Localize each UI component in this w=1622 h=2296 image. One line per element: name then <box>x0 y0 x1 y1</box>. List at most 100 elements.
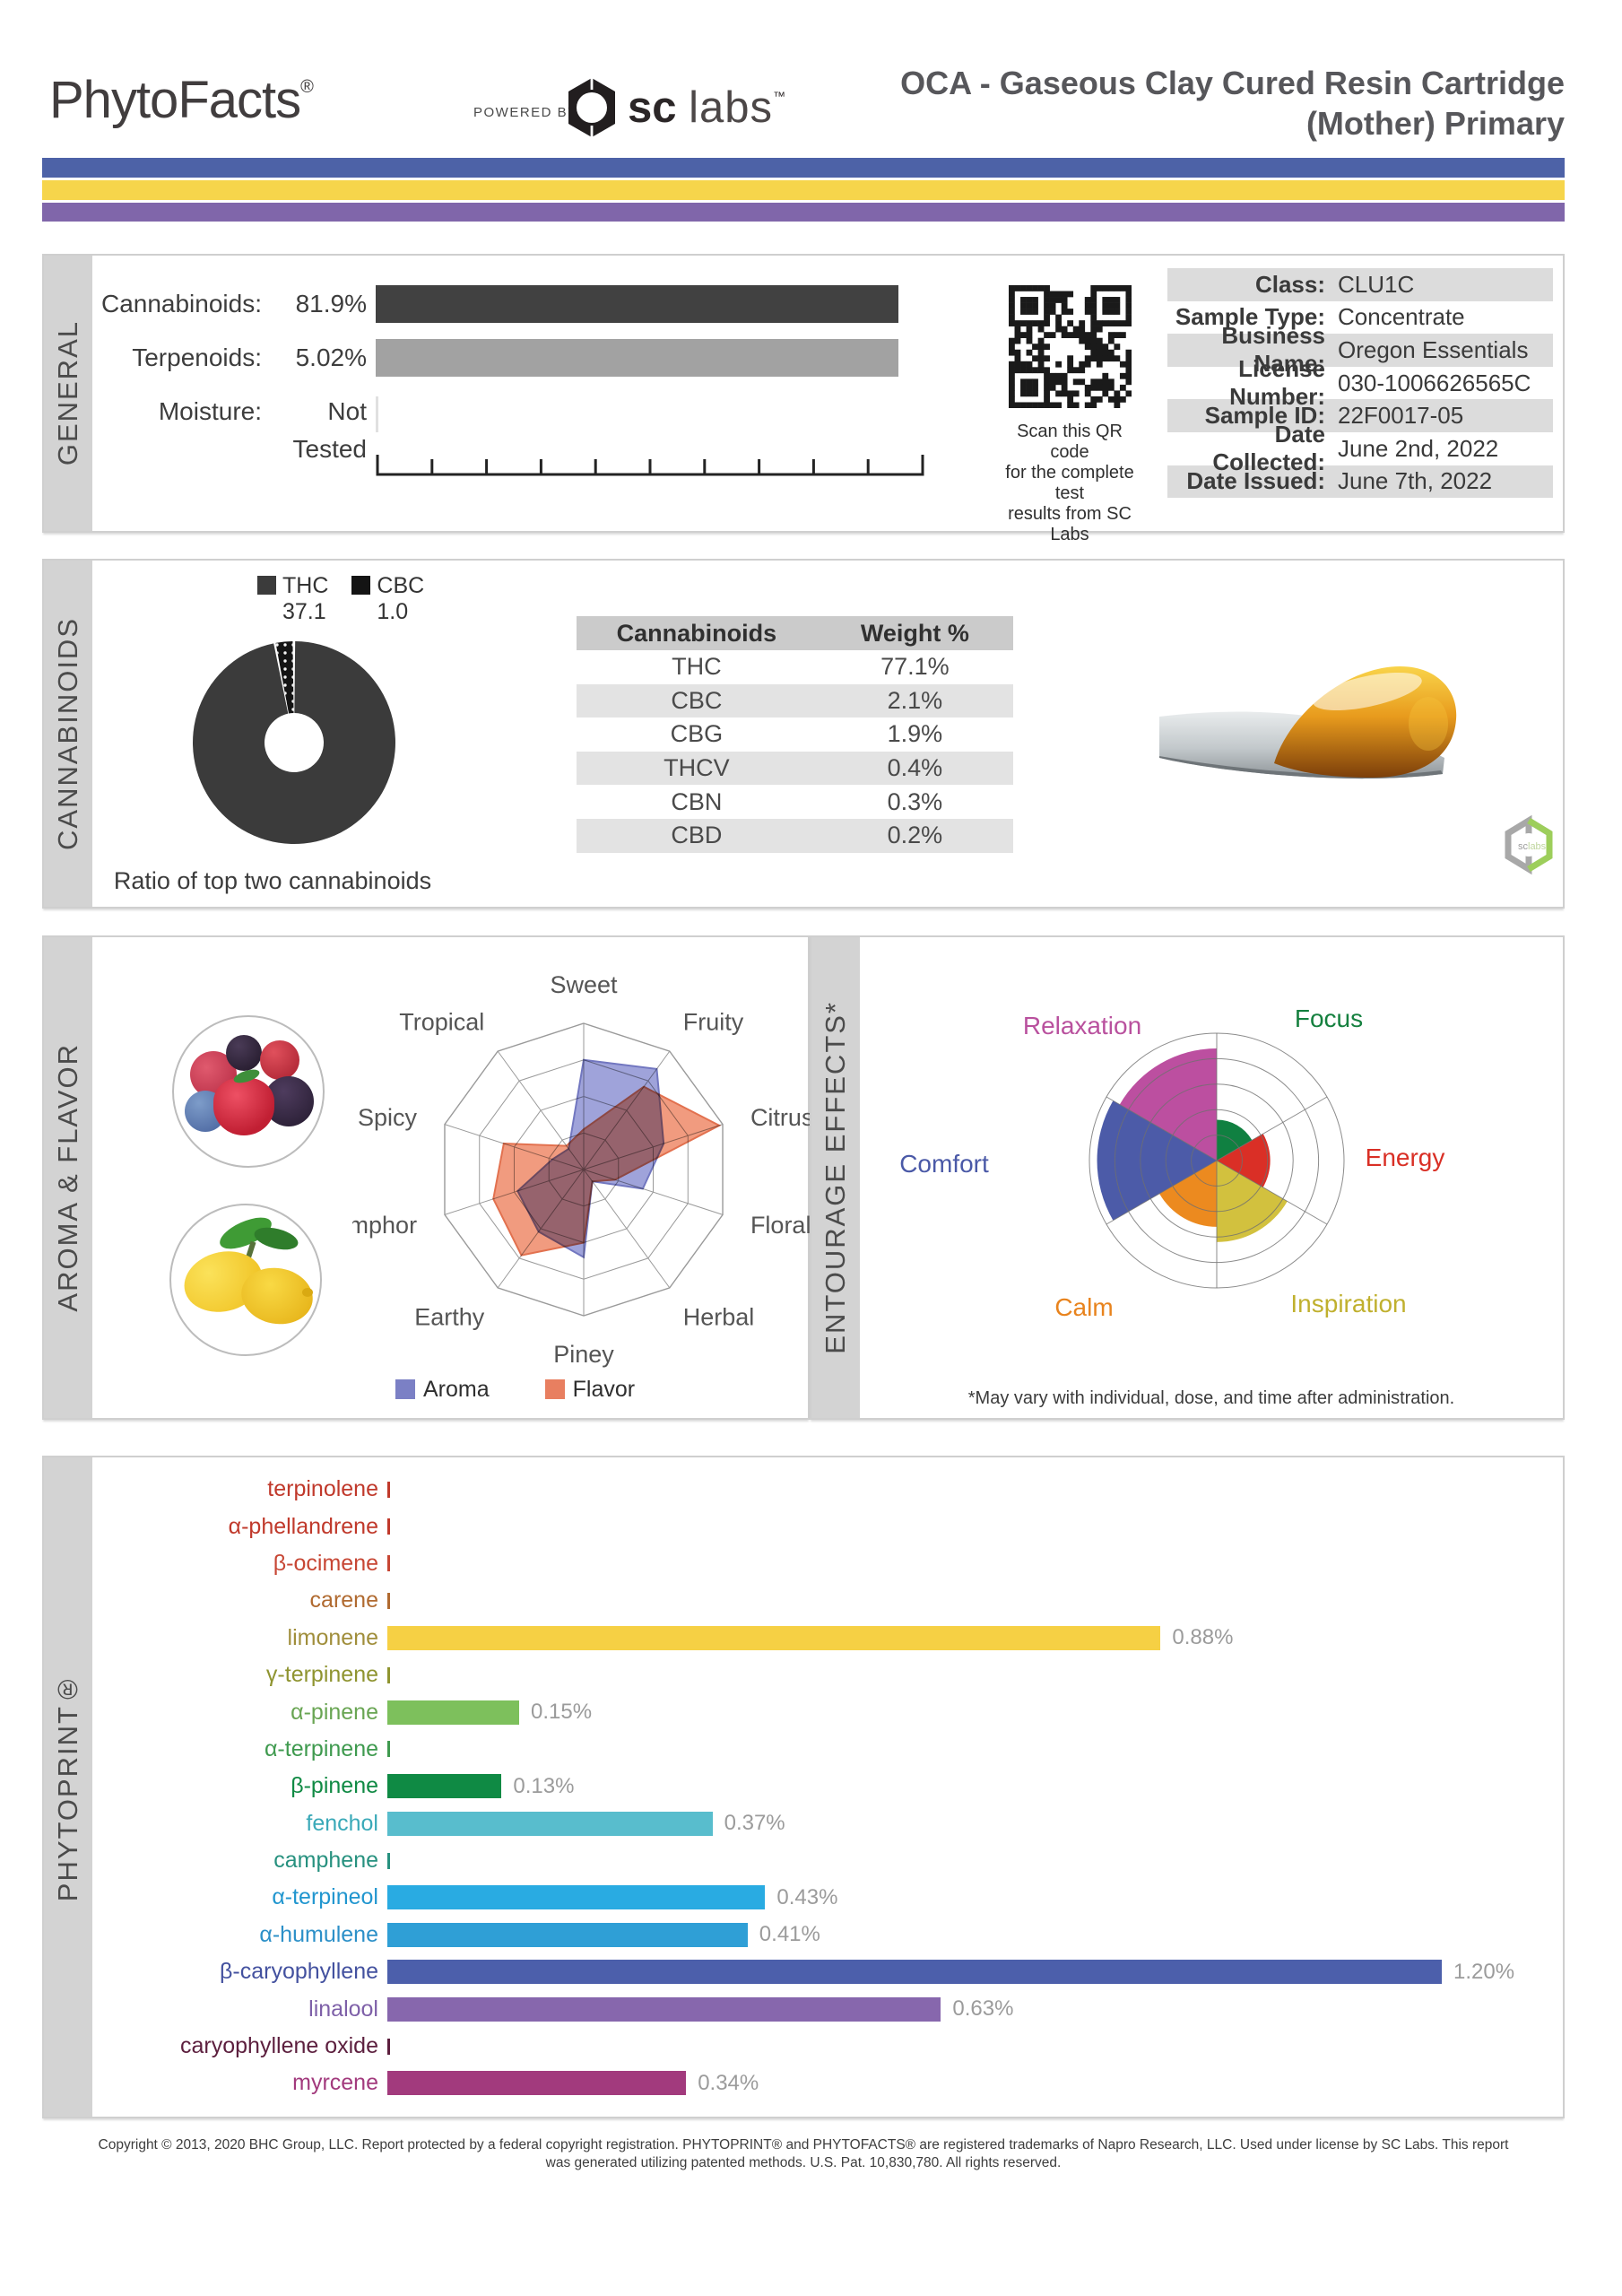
resin-drop <box>1274 666 1457 778</box>
berries-image <box>172 1015 325 1168</box>
entourage-sector-calm <box>1159 1161 1217 1227</box>
general-stat-row: Terpenoids: 5.02% <box>92 339 944 377</box>
terpene-zero-tick <box>387 1518 390 1535</box>
info-value: CLU1C <box>1338 270 1415 298</box>
radar-axis-label: Herbal <box>683 1304 755 1331</box>
lemon-leaf-2 <box>252 1223 300 1254</box>
entourage-label-focus: Focus <box>1295 1004 1363 1032</box>
qr-caption: Scan this QR code for the complete test re… <box>1005 422 1134 544</box>
info-row: Business Name: Oregon Essentials <box>1167 322 1553 377</box>
registered-mark: ® <box>300 77 314 97</box>
svg-text:sc: sc <box>1518 841 1529 852</box>
report-title-line1: OCA - Gaseous Clay Cured Resin Cartridge <box>900 65 1565 101</box>
cannabinoid-name: CBG <box>670 720 724 748</box>
terpene-name: β-pinene <box>291 1773 378 1799</box>
terpene-row: terpinolene <box>92 1471 1563 1508</box>
info-row: Sample ID: 22F0017-05 <box>1167 399 1553 432</box>
terpene-percentage: 1.20% <box>1453 1959 1515 1984</box>
terpene-percentage: 0.37% <box>724 1811 785 1836</box>
strawberry <box>213 1078 274 1135</box>
moisture-zero-baseline <box>376 396 378 432</box>
section-cannabinoids: CANNABINOIDS THC 37.1 CBC 1.0 Ratio of top … <box>42 559 1565 909</box>
radar-legend-item: Flavor <box>544 1377 635 1403</box>
info-label: Date Issued: <box>1186 467 1325 495</box>
radar-axis-label: Earthy <box>414 1304 485 1331</box>
info-value: Oregon Essentials <box>1338 335 1529 363</box>
radar-axis-label: Piney <box>553 1341 614 1368</box>
terpene-bar <box>387 1700 519 1725</box>
cannabinoid-row: CBD 0.2% <box>577 818 1013 853</box>
header-accent-bar-blue <box>42 158 1565 178</box>
terpene-bar <box>387 1996 941 2022</box>
legend-label: Aroma <box>423 1377 490 1402</box>
cannabinoid-row: THCV 0.4% <box>577 751 1013 786</box>
donut-legend-item: THC 37.1 <box>257 573 328 625</box>
info-value: Concentrate <box>1338 303 1465 331</box>
terpene-name: limonene <box>287 1624 378 1650</box>
copyright-line2: was generated utilizing patented methods… <box>545 2154 1062 2170</box>
terpene-name: camphene <box>273 1848 378 1874</box>
terpene-row: α-phellandrene <box>92 1508 1563 1544</box>
qr-block: Scan this QR code for the complete test re… <box>1004 285 1135 545</box>
terpene-row: α-pinene 0.15% <box>92 1693 1563 1730</box>
radar-axis-label: Spicy <box>358 1104 418 1131</box>
section-label-phytoprint: PHYTOPRINT® <box>44 1457 92 2117</box>
cannabinoid-name: THCV <box>664 754 730 782</box>
terpene-zero-tick <box>387 2038 390 2055</box>
sc-labs-watermark-icon: sc labs <box>1505 814 1553 875</box>
terpene-zero-tick <box>387 1852 390 1869</box>
terpene-bar-chart: terpinolene α-phellandrene β-ocimene carene… <box>92 1471 1563 2102</box>
entourage-sector-relaxation <box>1119 1048 1217 1161</box>
scale-ruler <box>376 455 924 476</box>
product-photo: sc labs <box>1159 580 1590 899</box>
legend-label: THC <box>282 573 329 598</box>
entourage-sector-focus <box>1217 1119 1253 1161</box>
info-value: 030-1006626565C <box>1338 369 1531 396</box>
terpene-bar <box>387 1960 1442 1985</box>
stat-value: 5.02% <box>295 344 367 371</box>
legend-value: 1.0 <box>377 599 409 624</box>
info-row: License Number: 030-1006626565C <box>1167 355 1553 410</box>
terpene-name: α-terpinene <box>264 1735 378 1761</box>
lemon-nub <box>302 1288 313 1297</box>
terpene-name: myrcene <box>292 2070 378 2096</box>
entourage-label-energy: Energy <box>1366 1144 1445 1171</box>
terpene-name: α-terpineol <box>272 1884 378 1910</box>
stat-value: Not Tested <box>292 397 368 463</box>
terpene-name: β-ocimene <box>273 1550 378 1576</box>
section-entourage-effects: ENTOURAGE EFFECTS* Focus Energy Inspiratio… <box>810 935 1565 1420</box>
terpene-name: α-humulene <box>259 1921 378 1947</box>
terpene-name: α-pinene <box>291 1699 378 1725</box>
cannabinoid-name: CBD <box>671 822 723 849</box>
terpene-bar <box>387 2071 687 2096</box>
cannabinoid-table-header: Cannabinoids Weight % <box>577 616 1013 650</box>
terpene-bar <box>387 1774 502 1799</box>
header-accent-bar-purple <box>42 203 1565 222</box>
terpene-percentage: 0.34% <box>698 2070 759 2095</box>
terpene-zero-tick <box>387 1592 390 1609</box>
report-title-line2: (Mother) Primary <box>1305 105 1565 142</box>
donut-legend-item: CBC 1.0 <box>351 573 424 625</box>
info-label: Sample ID: <box>1204 402 1325 430</box>
stat-bar <box>376 339 898 377</box>
general-stat-row: Moisture: Not Tested <box>92 393 944 463</box>
cannabinoid-weight: 2.1% <box>887 686 943 714</box>
radar-axis-label: Citrusy <box>750 1104 819 1131</box>
entourage-polar-chart: Focus Energy Inspiration Calm Comfort Relaxat… <box>896 937 1577 1408</box>
terpene-row: β-ocimene <box>92 1545 1563 1582</box>
info-label: Business Name: <box>1221 322 1325 378</box>
radar-axis-label: Camphor <box>352 1212 417 1239</box>
info-label: Sample Type: <box>1175 303 1325 331</box>
terpene-percentage: 0.41% <box>759 1922 820 1947</box>
terpene-name: γ-terpinene <box>265 1662 378 1688</box>
stat-bar <box>376 285 898 323</box>
terpene-name: α-phellandrene <box>228 1513 378 1539</box>
cannabinoid-row: CBC 2.1% <box>577 683 1013 718</box>
info-label: Class: <box>1254 270 1325 298</box>
terpene-bar <box>387 1811 713 1836</box>
info-label: License Number: <box>1229 355 1325 411</box>
terpene-bar <box>387 1922 748 1947</box>
cannabinoid-weight: 77.1% <box>880 653 950 681</box>
terpene-row: limonene 0.88% <box>92 1620 1563 1657</box>
